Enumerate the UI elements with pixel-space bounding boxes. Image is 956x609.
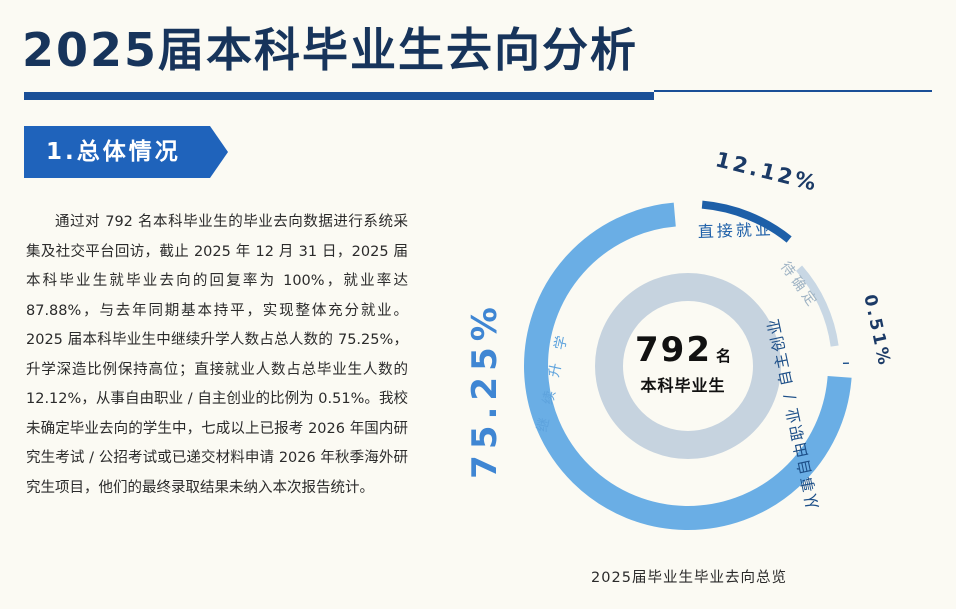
center-total-label: 本科毕业生 bbox=[640, 376, 726, 395]
inner-ring bbox=[595, 273, 781, 459]
slice-arc-undetermined bbox=[796, 265, 839, 347]
page-title: 2025届本科毕业生去向分析 bbox=[22, 23, 639, 77]
body-paragraph: 通过对 792 名本科毕业生的毕业去向数据进行系统采集及社交平台回访，截止 20… bbox=[26, 214, 408, 496]
slice-pct-label-direct-employment: 12.12% bbox=[713, 147, 821, 196]
slice-name-direct-employment: 直接就业 bbox=[697, 220, 774, 242]
center-total-unit: 名 bbox=[715, 347, 731, 365]
center-total: 792 名 bbox=[608, 330, 758, 370]
title-rule-thin bbox=[654, 90, 932, 92]
slice-arc-direct-employment bbox=[701, 200, 792, 243]
slice-arc-continue-study bbox=[524, 202, 852, 530]
chart-caption: 2025届毕业生毕业去向总览 bbox=[591, 570, 787, 586]
center-total-value: 792 bbox=[635, 330, 712, 370]
slice-pct-label-continue-study: 75.25% bbox=[465, 301, 505, 479]
slice-pct-label-freelance: 0.51% bbox=[859, 293, 894, 370]
section-heading: 1.总体情况 bbox=[24, 126, 228, 178]
title-rule bbox=[24, 92, 654, 100]
